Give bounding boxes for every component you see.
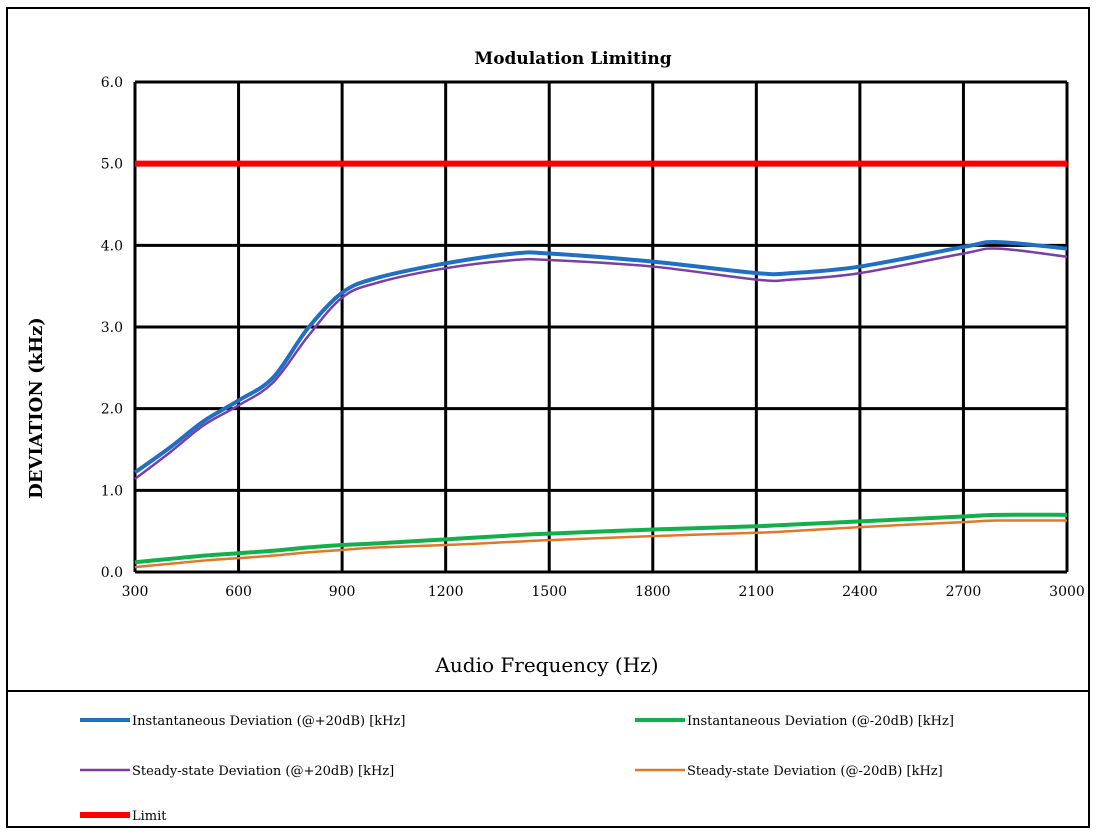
y-tick-label: 6.0	[101, 75, 123, 91]
y-tick-label: 4.0	[101, 238, 123, 254]
y-tick-label: 2.0	[101, 402, 123, 418]
legend-label-2: Instantaneous Deviation (@-20dB) [kHz]	[687, 714, 954, 729]
legend: Instantaneous Deviation (@+20dB) [kHz] In…	[80, 714, 954, 824]
x-tick-label: 300	[122, 584, 149, 600]
legend-label-4: Steady-state Deviation (@-20dB) [kHz]	[687, 764, 943, 779]
x-tick-labels: 300 600 900 1200 1500 1800 2100 2400 2700 3000	[122, 584, 1085, 600]
x-axis-label: Audio Frequency (Hz)	[434, 653, 658, 677]
series-line-1	[133, 240, 1068, 474]
series-line-2	[134, 512, 1068, 565]
series-line-4	[134, 519, 1068, 569]
y-tick-label: 3.0	[101, 320, 123, 336]
x-tick-label: 1800	[635, 584, 671, 600]
x-tick-label: 2700	[946, 584, 982, 600]
series-line-3	[134, 247, 1068, 480]
legend-label-3: Steady-state Deviation (@+20dB) [kHz]	[132, 764, 394, 779]
grid	[133, 80, 1069, 574]
y-tick-labels: 0.0 1.0 2.0 3.0 4.0 5.0 6.0	[101, 75, 123, 581]
y-axis-label: DEVIATION (kHz)	[26, 317, 47, 499]
x-tick-label: 1500	[531, 584, 567, 600]
y-tick-label: 1.0	[101, 483, 123, 499]
legend-box	[6, 690, 1090, 828]
x-tick-label: 3000	[1049, 584, 1085, 600]
x-tick-label: 2400	[842, 584, 878, 600]
x-tick-label: 2100	[739, 584, 775, 600]
series-layer	[133, 160, 1068, 569]
x-tick-label: 1200	[428, 584, 464, 600]
y-tick-label: 5.0	[101, 157, 123, 173]
legend-label-1: Instantaneous Deviation (@+20dB) [kHz]	[132, 714, 405, 729]
y-tick-label: 0.0	[101, 565, 123, 581]
chart-title: Modulation Limiting	[474, 49, 671, 69]
legend-label-5: Limit	[132, 809, 167, 824]
x-tick-label: 600	[225, 584, 252, 600]
x-tick-label: 900	[329, 584, 356, 600]
